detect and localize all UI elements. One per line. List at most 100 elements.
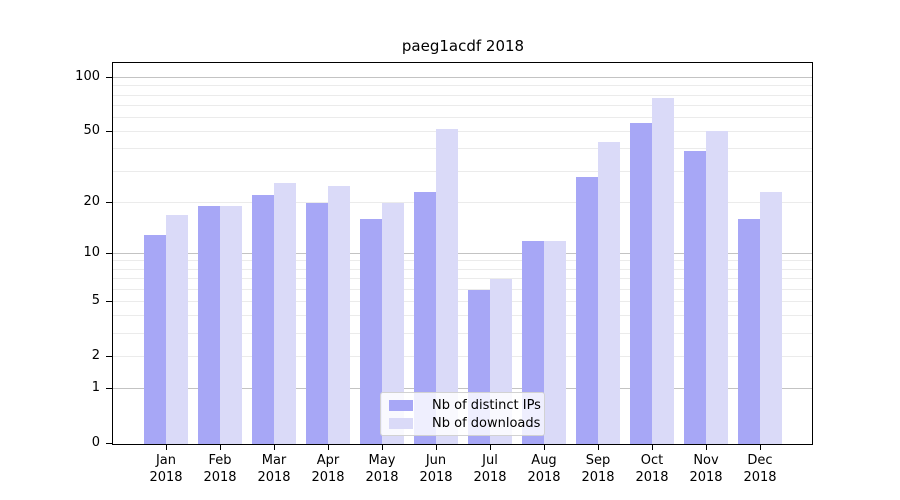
x-tick-label-jul: Jul 2018 [463, 452, 517, 486]
legend-label-downloads: Nb of downloads [432, 415, 541, 431]
x-tick-mark-aug [544, 445, 545, 450]
bar-ips-feb [198, 206, 220, 444]
gridline-minor-5 [113, 300, 812, 302]
bar-downloads-sep [598, 142, 620, 444]
bar-ips-sep [576, 176, 598, 444]
gridline-minor-40 [113, 148, 812, 150]
y-tick-label-20: 20 [83, 193, 100, 209]
x-tick-label-feb: Feb 2018 [193, 452, 247, 486]
bar-downloads-feb [220, 206, 242, 444]
x-tick-mark-may [382, 445, 383, 450]
gridline-minor-7 [113, 278, 812, 280]
legend: Nb of distinct IPs Nb of downloads [380, 392, 545, 436]
x-tick-mark-nov [706, 445, 707, 450]
y-tick-mark-100 [106, 77, 112, 78]
bar-downloads-oct [652, 98, 674, 444]
bar-ips-may [360, 219, 382, 444]
bar-downloads-jan [166, 214, 188, 444]
x-tick-year-jul: 2018 [473, 470, 507, 485]
x-tick-mark-jul [490, 445, 491, 450]
y-tick-mark-5 [106, 300, 112, 302]
gridline-minor-4 [113, 315, 812, 317]
gridline-minor-2 [113, 355, 812, 357]
x-tick-label-mar: Mar 2018 [247, 452, 301, 486]
y-tick-mark-1 [106, 388, 112, 390]
legend-label-distinct-ips: Nb of distinct IPs [432, 397, 541, 413]
gridline-minor-80 [113, 94, 812, 96]
y-tick-mark-50 [106, 131, 112, 133]
x-tick-label-apr: Apr 2018 [301, 452, 355, 486]
bar-ips-mar [252, 195, 274, 444]
x-tick-year-jun: 2018 [419, 470, 453, 485]
x-tick-label-dec: Dec 2018 [733, 452, 787, 486]
gridline-minor-9 [113, 260, 812, 262]
bar-downloads-nov [706, 130, 728, 444]
legend-item-distinct-ips: Nb of distinct IPs [389, 398, 541, 413]
x-tick-label-jan: Jan 2018 [139, 452, 193, 486]
x-tick-mark-jun [436, 445, 437, 450]
legend-swatch-downloads [389, 417, 413, 429]
y-tick-label-5: 5 [91, 292, 100, 308]
bar-downloads-jun [436, 129, 458, 444]
y-tick-mark-2 [106, 355, 112, 357]
gridline-minor-50 [113, 131, 812, 133]
y-tick-label-0: 0 [91, 435, 100, 450]
x-tick-mark-dec [760, 445, 761, 450]
y-tick-label-2: 2 [91, 347, 100, 363]
x-tick-mark-apr [328, 445, 329, 450]
gridline-minor-8 [113, 268, 812, 270]
gridline-minor-70 [113, 104, 812, 106]
x-tick-mark-feb [220, 445, 221, 450]
bar-ips-jun [414, 191, 436, 444]
x-tick-label-sep: Sep 2018 [571, 452, 625, 486]
x-tick-label-nov: Nov 2018 [679, 452, 733, 486]
x-tick-year-jan: 2018 [149, 470, 183, 485]
bar-downloads-aug [544, 240, 566, 444]
x-tick-year-dec: 2018 [743, 470, 777, 485]
x-tick-year-may: 2018 [365, 470, 399, 485]
legend-swatch-distinct-ips [389, 399, 413, 411]
bar-downloads-dec [760, 191, 782, 444]
plot-area [112, 62, 813, 445]
bar-ips-jan [144, 234, 166, 444]
gridline-major-10 [113, 252, 812, 254]
bar-ips-dec [738, 219, 760, 444]
x-tick-mark-sep [598, 445, 599, 450]
x-tick-year-apr: 2018 [311, 470, 345, 485]
x-tick-year-oct: 2018 [635, 470, 669, 485]
legend-item-downloads: Nb of downloads [389, 416, 540, 431]
bar-ips-apr [306, 202, 328, 444]
y-tick-mark-20 [106, 201, 112, 203]
bar-downloads-mar [274, 182, 296, 444]
x-tick-year-mar: 2018 [257, 470, 291, 485]
y-tick-label-50: 50 [83, 123, 100, 139]
y-tick-mark-0 [106, 443, 112, 444]
bar-downloads-may [382, 202, 404, 444]
x-tick-label-oct: Oct 2018 [625, 452, 679, 486]
x-tick-year-aug: 2018 [527, 470, 561, 485]
chart-title: paeg1acdf 2018 [401, 37, 525, 55]
gridline-minor-20 [113, 201, 812, 203]
gridline-major-100 [113, 77, 812, 78]
x-tick-mark-jan [166, 445, 167, 450]
x-tick-year-sep: 2018 [581, 470, 615, 485]
y-tick-label-1: 1 [91, 380, 100, 396]
x-tick-year-nov: 2018 [689, 470, 723, 485]
bar-ips-nov [684, 151, 706, 444]
gridline-major-1 [113, 388, 812, 390]
x-tick-year-feb: 2018 [203, 470, 237, 485]
gridline-minor-6 [113, 288, 812, 290]
x-tick-mark-mar [274, 445, 275, 450]
y-tick-label-10: 10 [83, 244, 100, 260]
x-tick-label-jun: Jun 2018 [409, 452, 463, 486]
x-tick-mark-oct [652, 445, 653, 450]
gridline-minor-60 [113, 116, 812, 118]
y-tick-label-100: 100 [75, 69, 100, 84]
gridline-minor-30 [113, 170, 812, 172]
gridline-minor-90 [113, 85, 812, 87]
gridline-minor-3 [113, 333, 812, 335]
y-tick-mark-10 [106, 252, 112, 254]
bar-ips-oct [630, 123, 652, 444]
x-tick-label-may: May 2018 [355, 452, 409, 486]
